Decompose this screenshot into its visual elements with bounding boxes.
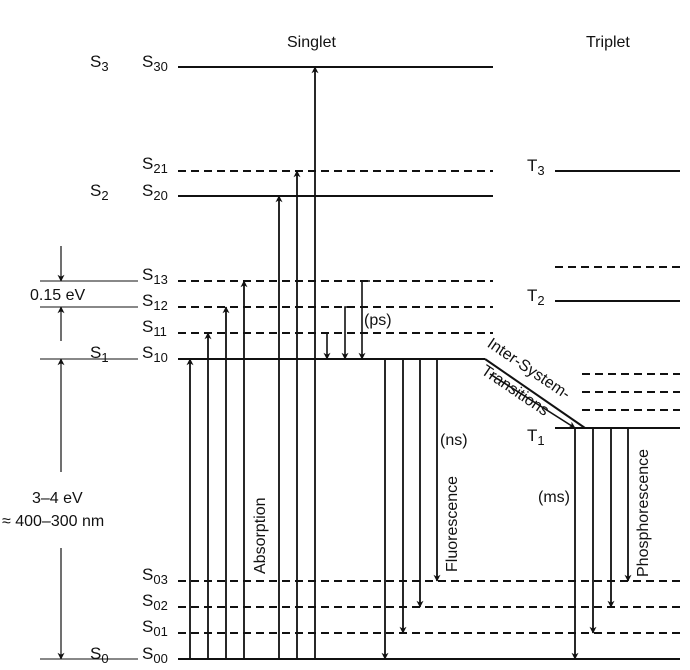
label-s13: S13 (142, 265, 168, 287)
label-s03: S03 (142, 565, 168, 587)
phosphorescence-time-label: (ms) (538, 489, 570, 506)
relax-arrow-s12 (341, 306, 351, 360)
label-s0: S0 (90, 644, 109, 666)
singlet-title: Singlet (287, 34, 336, 51)
label-t2: T2 (527, 286, 545, 308)
relax-time-label: (ps) (364, 312, 392, 329)
fluorescence-time-label: (ns) (440, 432, 468, 449)
label-s2: S2 (90, 181, 109, 203)
phosphorescence-label: Phosphorescence (635, 448, 652, 577)
label-s10: S10 (142, 343, 168, 365)
label-s3: S3 (90, 52, 109, 74)
label-s02: S02 (142, 591, 168, 613)
label-s00: S00 (142, 644, 168, 666)
absorption-label: Absorption (252, 497, 269, 575)
label-s30: S30 (142, 52, 168, 74)
label-s12: S12 (142, 291, 168, 313)
label-s1: S1 (90, 343, 109, 365)
isc-arrow (489, 373, 576, 429)
vib-gap-label: 0.15 eV (30, 287, 86, 304)
label-s20: S20 (142, 181, 168, 203)
label-t1: T1 (527, 426, 545, 448)
gap-energy-label: 3–4 eV (32, 490, 83, 507)
isc-line (484, 358, 586, 429)
fluorescence-label: Fluorescence (444, 475, 461, 572)
triplet-title: Triplet (586, 34, 630, 51)
label-s11: S11 (142, 317, 167, 339)
label-s01: S01 (142, 617, 168, 639)
label-t3: T3 (527, 156, 545, 178)
gap-wavelength-label: ≈ 400–300 nm (2, 513, 105, 530)
relax-arrow-s13 (358, 280, 370, 360)
label-s21: S21 (142, 154, 168, 176)
